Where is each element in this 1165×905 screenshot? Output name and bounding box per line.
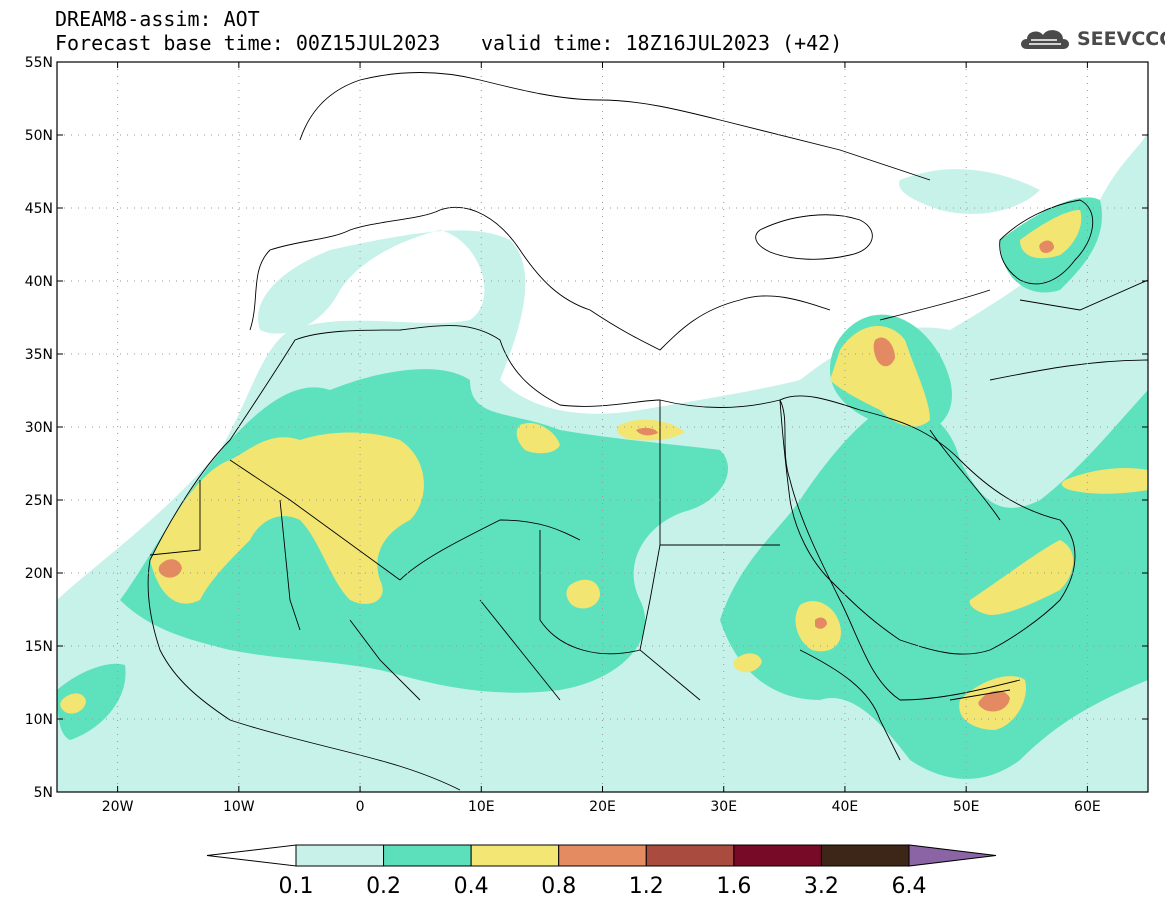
colorbar-box (470, 844, 560, 867)
colorbar-box (820, 844, 910, 867)
x-tick-label: 0 (356, 799, 365, 815)
y-tick-label: 55N (25, 55, 53, 71)
colorbar-extend-high (908, 844, 997, 867)
x-tick-label: 30E (710, 799, 737, 815)
colorbar-level-label: 3.2 (804, 874, 839, 899)
colorbar-level-label: 0.8 (541, 874, 576, 899)
map-title: DREAM8-assim: AOT (55, 7, 260, 31)
y-tick-label: 40N (25, 274, 53, 290)
graticule (57, 62, 1148, 792)
axis-ticks: 20W 10W 0 10E 20E 30E 40E 50E 60E 5N 10N 15N 20N 25N 3… (25, 55, 1148, 815)
aot-level-0.4 (60, 210, 1148, 730)
colorbar: 0.1 0.2 0.4 0.8 1.2 1.6 3.2 6.4 (206, 844, 997, 899)
seevccc-logo: SEEVCCC (1017, 25, 1165, 53)
coastlines-and-borders (147, 72, 1148, 791)
y-tick-label: 25N (25, 493, 53, 509)
y-tick-label: 30N (25, 420, 53, 436)
x-tick-label: 20W (102, 799, 134, 815)
colorbar-level-label: 1.2 (629, 874, 664, 899)
colorbar-box (645, 844, 735, 867)
y-tick-label: 15N (25, 639, 53, 655)
y-tick-label: 35N (25, 347, 53, 363)
colorbar-level-label: 6.4 (892, 874, 927, 899)
x-tick-label: 60E (1074, 799, 1101, 815)
aot-shading (57, 130, 1148, 792)
y-tick-label: 50N (25, 128, 53, 144)
forecast-base-time: Forecast base time: 00Z15JUL2023 (55, 31, 441, 55)
colorbar-level-label: 0.2 (366, 874, 401, 899)
colorbar-level-label: 1.6 (716, 874, 751, 899)
y-tick-label: 45N (25, 201, 53, 217)
valid-time: valid time: 18Z16JUL2023 (+42) (481, 31, 843, 55)
x-tick-label: 10W (223, 799, 255, 815)
x-tick-label: 40E (832, 799, 859, 815)
colorbar-extend-low (206, 844, 297, 867)
colorbar-level-label: 0.4 (454, 874, 489, 899)
aot-level-0.8 (158, 240, 1054, 712)
colorbar-box (558, 844, 647, 867)
colorbar-box (295, 844, 385, 867)
y-tick-label: 20N (25, 566, 53, 582)
colorbar-box (383, 844, 472, 867)
x-tick-label: 10E (468, 799, 495, 815)
logo-text: SEEVCCC (1077, 28, 1165, 50)
cloud-icon (1021, 30, 1069, 49)
colorbar-box (733, 844, 822, 867)
x-tick-label: 20E (589, 799, 616, 815)
colorbar-level-label: 0.1 (279, 874, 314, 899)
y-tick-label: 5N (34, 785, 53, 801)
x-tick-label: 50E (953, 799, 980, 815)
y-tick-label: 10N (25, 712, 53, 728)
